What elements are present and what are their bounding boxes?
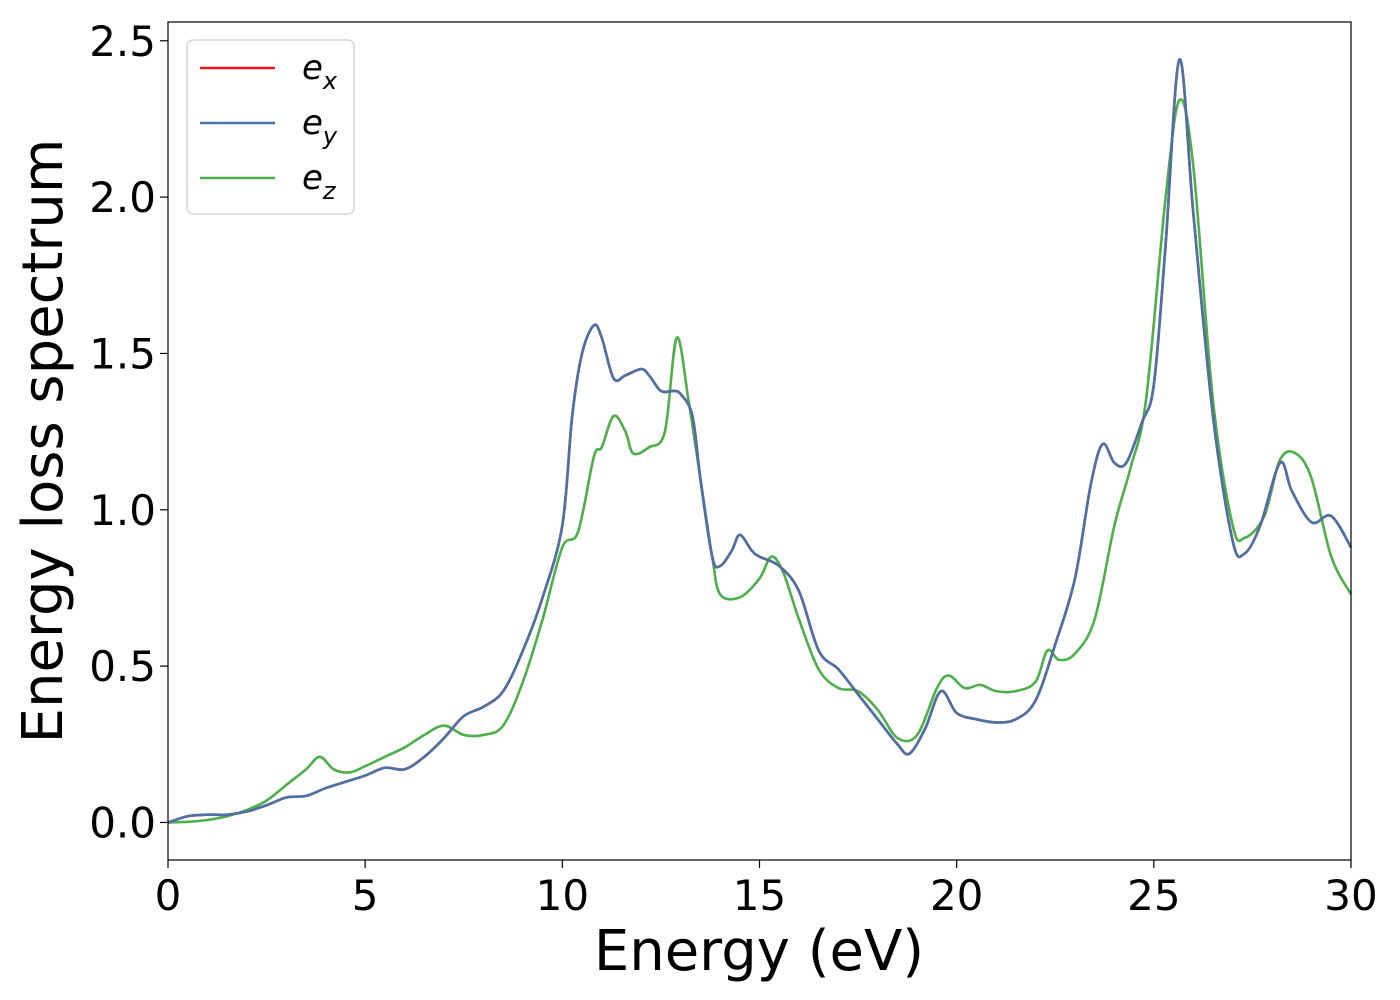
x-tick-label: 15 [733, 871, 786, 920]
legend-label-e-x: ex [302, 48, 338, 95]
x-axis-title: Energy (eV) [594, 919, 924, 984]
y-tick-label: 1.5 [89, 329, 156, 378]
y-axis: 0.0 0.5 1.0 1.5 2.0 2.5 [89, 17, 168, 847]
legend-label-e-y: ey [302, 103, 338, 150]
series-line-e-y [167, 58, 1353, 824]
legend-label-e-z: ez [302, 158, 337, 205]
y-tick-label: 2.0 [89, 173, 156, 222]
series-layer [167, 58, 1353, 824]
y-tick-label: 0.0 [89, 798, 156, 847]
x-tick-label: 25 [1127, 871, 1180, 920]
legend: ex ey ez [186, 39, 355, 215]
x-tick-label: 30 [1324, 871, 1377, 920]
x-tick-label: 5 [352, 871, 379, 920]
x-tick-label: 20 [930, 871, 983, 920]
y-tick-label: 1.0 [89, 486, 156, 535]
y-tick-label: 0.5 [89, 642, 156, 691]
x-axis: 0 5 10 15 20 25 30 [155, 860, 1378, 920]
x-tick-label: 0 [155, 871, 182, 920]
x-tick-label: 10 [536, 871, 589, 920]
y-axis-title: Energy loss spectrum [11, 139, 76, 744]
series-line-e-z [167, 98, 1353, 824]
legend-box [186, 39, 355, 215]
y-tick-label: 2.5 [89, 17, 156, 66]
